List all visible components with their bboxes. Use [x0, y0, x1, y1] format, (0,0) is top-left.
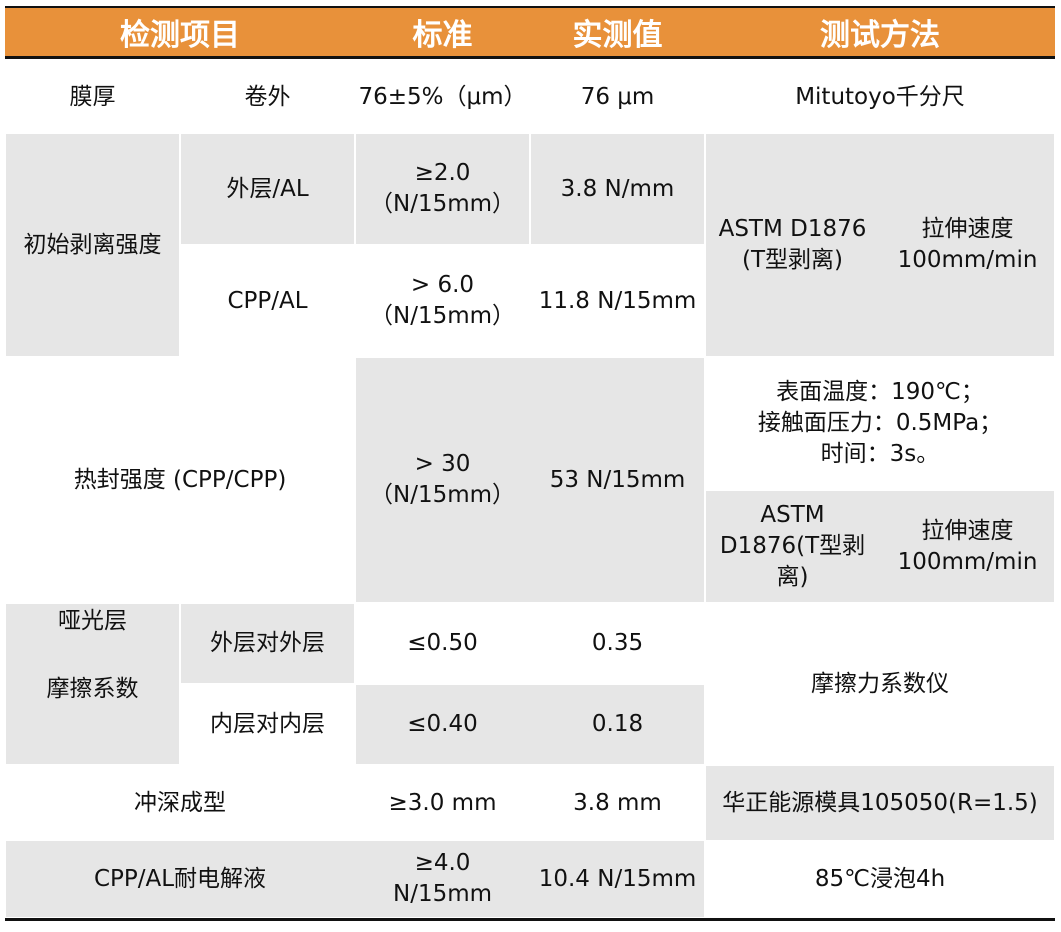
- cell-standard: ≥2.0 （N/15mm）: [355, 133, 530, 245]
- header-row: [5, 8, 1055, 56]
- header-rule: [5, 56, 1055, 59]
- cell-standard-value: [355, 684, 705, 765]
- cell-sub: CPP/AL: [180, 245, 355, 357]
- cell-condition: 表面温度：190℃； 接触面压力：0.5MPa； 时间：3s。: [705, 357, 1055, 490]
- cell-standard: 76±5%（μm）: [355, 60, 530, 134]
- cell-value: 3.8 N/mm: [530, 133, 705, 245]
- bottom-rule: [5, 918, 1055, 921]
- top-rule: [5, 6, 1055, 8]
- cell-value: 11.8 N/15mm: [530, 245, 705, 357]
- cell-sub: 外层/AL: [180, 133, 355, 245]
- cell-value: 10.4 N/15mm: [538, 865, 697, 892]
- cell-method: [705, 133, 1055, 357]
- header-standard: 标准: [412, 18, 473, 53]
- header-method: 测试方法: [820, 18, 940, 53]
- method-astm: ASTM D1876 (T型剥离): [718, 216, 867, 273]
- method-speed: 拉伸速度 100mm/min: [897, 517, 1038, 575]
- cell-method: 华正能源模具105050(R=1.5): [705, 765, 1055, 841]
- cell-sub: 内层对内层: [180, 684, 355, 765]
- cell-standard: ≤0.40: [407, 711, 478, 737]
- cell-value: 0.18: [591, 711, 644, 737]
- cell-standard-value: [355, 357, 705, 603]
- cell-method: [705, 490, 1055, 603]
- header-value: 实测值: [572, 18, 663, 53]
- cell-standard: ≥4.0 N/15mm: [392, 850, 493, 907]
- cell-standard: > 30 （N/15mm）: [369, 451, 516, 508]
- cell-item: 热封强度 (CPP/CPP): [5, 357, 355, 603]
- method-speed: 拉伸速度 100mm/min: [897, 216, 1038, 273]
- cell-value: 0.35: [530, 603, 705, 684]
- header-item: 检测项目: [120, 18, 240, 53]
- cell-standard: ≥3.0 mm: [355, 765, 530, 841]
- cell-method: 85℃浸泡4h: [705, 840, 1055, 918]
- cell-sub: 卷外: [180, 60, 355, 134]
- cell-standard: > 6.0 （N/15mm）: [355, 245, 530, 357]
- cell-method: Mitutoyo千分尺: [705, 60, 1055, 134]
- cell-item: 冲深成型: [5, 765, 355, 841]
- row-bg: [5, 840, 705, 918]
- method-astm: ASTM D1876(T型剥 离): [719, 502, 866, 590]
- cell-item: 膜厚: [5, 60, 180, 134]
- cell-value: 76 μm: [530, 60, 705, 134]
- cell-value: 53 N/15mm: [549, 466, 686, 493]
- cell-method: 摩擦力系数仪: [705, 603, 1055, 765]
- cell-item: 初始剥离强度: [5, 133, 180, 357]
- cell-standard: ≤0.50: [355, 603, 530, 684]
- cell-item: CPP/AL耐电解液: [93, 865, 267, 892]
- cell-sub: 外层对外层: [180, 603, 355, 684]
- cell-item: 哑光层 摩擦系数: [5, 603, 180, 765]
- cell-value: 3.8 mm: [530, 765, 705, 841]
